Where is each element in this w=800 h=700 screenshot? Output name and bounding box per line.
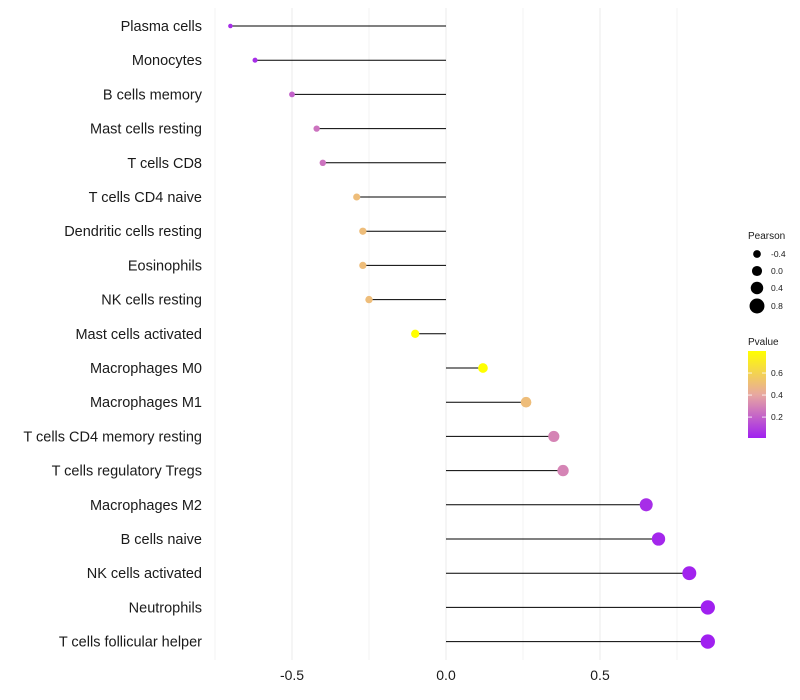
lollipop-point (700, 634, 715, 649)
legend-size-key (753, 250, 761, 258)
category-label: T cells CD8 (127, 156, 202, 172)
category-label: Plasma cells (121, 19, 202, 35)
legend-pvalue: Pvalue 0.6 0.4 0.2 (748, 337, 783, 438)
lollipop-point (353, 193, 361, 201)
legend-size-key (751, 265, 763, 277)
lollipop-point (289, 91, 295, 98)
legend-pvalue-colorbar (748, 351, 766, 438)
lollipop-point (228, 23, 233, 29)
category-label: Neutrophils (129, 600, 202, 616)
x-axis-ticks: -0.5 0.0 0.5 (280, 667, 610, 683)
lollipop-point (700, 600, 715, 615)
lollipop-point (520, 396, 532, 408)
category-label: T cells regulatory Tregs (52, 464, 202, 480)
legend-pearson: Pearson -0.4 0.0 0.4 0.8 (748, 231, 786, 314)
category-labels: Plasma cells Monocytes B cells memory Mast … (23, 19, 202, 651)
category-label: Macrophages M0 (90, 361, 202, 377)
x-tick-label: 0.5 (590, 667, 610, 683)
lollipop-point (365, 295, 373, 304)
lollipop-segments (230, 25, 708, 643)
category-label: Eosinophils (128, 258, 202, 274)
lollipop-point (359, 261, 367, 270)
lollipop-point (478, 363, 488, 373)
legend-pvalue-label: 0.2 (771, 412, 783, 422)
category-label: T cells follicular helper (59, 635, 202, 651)
category-label: Macrophages M1 (90, 395, 202, 411)
category-label: Mast cells resting (90, 122, 202, 138)
category-label: B cells naive (121, 532, 202, 548)
legend-pearson-title: Pearson (748, 231, 785, 242)
category-label: Macrophages M2 (90, 498, 202, 514)
legend-size-label: -0.4 (771, 249, 786, 259)
lollipop-point (639, 498, 653, 512)
category-label: T cells CD4 naive (89, 190, 202, 206)
x-tick-label: 0.0 (436, 667, 456, 683)
category-label: Dendritic cells resting (64, 224, 202, 240)
legend-size-key (750, 281, 764, 295)
category-label: T cells CD4 memory resting (23, 429, 202, 445)
lollipop-point (682, 566, 697, 581)
legend-size-key (749, 298, 765, 314)
legend-size-label: 0.4 (771, 283, 783, 293)
grid-lines (214, 8, 678, 660)
category-label: Monocytes (132, 53, 202, 69)
legend-size-label: 0.0 (771, 266, 783, 276)
legend-pvalue-title: Pvalue (748, 337, 779, 348)
lollipop-point (319, 159, 327, 167)
category-label: NK cells resting (101, 293, 202, 309)
legend-pvalue-label: 0.6 (771, 368, 783, 378)
category-label: B cells memory (103, 87, 203, 103)
legend-pvalue-label: 0.4 (771, 390, 783, 400)
lollipop-point (651, 532, 666, 546)
lollipop-point (252, 57, 258, 63)
category-label: Mast cells activated (75, 327, 202, 343)
x-tick-label: -0.5 (280, 667, 304, 683)
lollipop-point (548, 430, 560, 442)
lollipop-point (359, 227, 367, 235)
lollipop-point (411, 329, 420, 338)
lollipop-point (557, 464, 569, 477)
lollipop-points (228, 23, 715, 649)
lollipop-point (313, 125, 320, 132)
category-label: NK cells activated (87, 566, 202, 582)
legend-size-label: 0.8 (771, 301, 783, 311)
